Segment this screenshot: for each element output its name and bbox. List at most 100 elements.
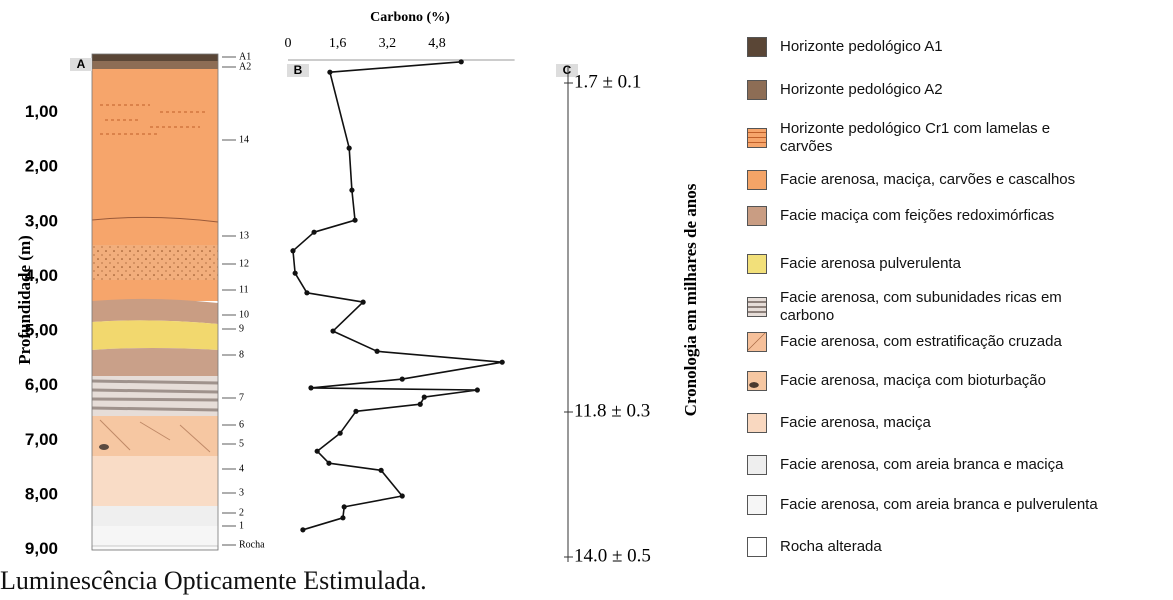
sample-label: 5 [239, 438, 244, 449]
sample-label: 2 [239, 507, 244, 518]
carbon-point [422, 395, 427, 400]
carbon-point [374, 349, 379, 354]
x-tick-label: 4,8 [428, 36, 446, 51]
depth-tick-label: 4,00 [25, 266, 58, 285]
carbon-point [418, 402, 423, 407]
carbon-point [459, 59, 464, 64]
legend-swatch [747, 332, 767, 352]
sample-label: 1 [239, 520, 244, 531]
legend-label: Horizonte pedológico A2 [780, 81, 943, 99]
sample-label: 7 [239, 392, 244, 403]
legend-label: Facie arenosa, maciça com bioturbação [780, 372, 1046, 390]
panel-label: B [294, 63, 303, 77]
carbon-point [342, 504, 347, 509]
legend-swatch [747, 37, 767, 57]
depth-tick-label: 3,00 [25, 211, 58, 230]
sample-label: 11 [239, 284, 249, 295]
carbon-point [349, 188, 354, 193]
x-tick-label: 0 [285, 36, 292, 51]
legend-label: Horizonte pedológico Cr1 com lamelas e c… [780, 120, 1087, 156]
x-tick-label: 1,6 [329, 36, 347, 51]
legend-item: Horizonte pedológico Cr1 com lamelas e c… [747, 120, 1087, 156]
legend-swatch [747, 413, 767, 433]
depth-tick-label: 7,00 [25, 430, 58, 449]
carbon-point [330, 328, 335, 333]
sample-label: 4 [239, 463, 244, 474]
legend-item: Facie arenosa, com subunidades ricas em … [747, 289, 1087, 325]
sample-label: 3 [239, 487, 244, 498]
panel-label: C [563, 63, 572, 77]
sample-label: Rocha [239, 539, 265, 550]
legend-swatch [747, 206, 767, 226]
age-label: 14.0 ± 0.5 [574, 545, 651, 562]
depth-tick-label: 2,00 [25, 157, 58, 176]
legend-label: Facie arenosa, com areia branca e maciça [780, 456, 1063, 474]
age-label: 11.8 ± 0.3 [574, 400, 650, 421]
carbon-point [379, 468, 384, 473]
legend-label: Facie arenosa, maciça [780, 414, 931, 432]
sample-label: 12 [239, 258, 249, 269]
legend-swatch [747, 80, 767, 100]
carbon-line [293, 62, 502, 530]
legend-item: Facie arenosa pulverulenta [747, 254, 1142, 274]
y-axis-label: Profundidade (m) [15, 235, 34, 365]
legend-label: Facie arenosa, com estratificação cruzad… [780, 333, 1062, 351]
age-label: 1.7 ± 0.1 [574, 71, 641, 92]
carbon-point [361, 300, 366, 305]
legend-label: Facie maciça com feições redoximórficas [780, 207, 1054, 225]
legend-item: Facie arenosa, maciça, carvões e cascalh… [747, 170, 1142, 190]
legend-label: Facie arenosa, com subunidades ricas em … [780, 289, 1087, 325]
sample-label: A2 [239, 61, 251, 72]
carbon-point [311, 230, 316, 235]
stratigraphic-column [92, 54, 218, 550]
legend-item: Facie arenosa, com estratificação cruzad… [747, 332, 1142, 352]
sample-label: 13 [239, 230, 249, 241]
depth-tick-label: 1,00 [25, 102, 58, 121]
legend-item: Horizonte pedológico A1 [747, 37, 1142, 57]
carbon-point [300, 527, 305, 532]
legend: Horizonte pedológico A1 Horizonte pedológ… [747, 0, 1173, 560]
legend-swatch [747, 495, 767, 515]
carbon-point [400, 493, 405, 498]
legend-label: Horizonte pedológico A1 [780, 38, 943, 56]
carbon-title: Carbono (%) [370, 10, 450, 25]
legend-swatch [747, 537, 767, 557]
sample-label: 6 [239, 419, 244, 430]
legend-item: Facie arenosa, com areia branca e maciça [747, 455, 1142, 475]
chronology-title: Cronologia em milhares de anos [681, 183, 700, 416]
legend-swatch [747, 455, 767, 475]
sample-label: 10 [239, 309, 249, 320]
panel-label: A [77, 57, 86, 71]
legend-item: Facie arenosa, maciça [747, 413, 1142, 433]
caption: Luminescência Opticamente Estimulada. [0, 566, 427, 596]
carbon-point [347, 146, 352, 151]
legend-item: Facie maciça com feições redoximórficas [747, 206, 1142, 226]
depth-tick-label: 8,00 [25, 484, 58, 503]
carbon-point [293, 271, 298, 276]
figure: A Profundidade (m) B Carbono (%) C Crono… [0, 0, 1173, 600]
legend-label: Facie arenosa pulverulenta [780, 255, 961, 273]
carbon-point [353, 409, 358, 414]
depth-tick-label: 9,00 [25, 539, 58, 558]
legend-swatch [747, 297, 767, 317]
legend-item: Horizonte pedológico A2 [747, 80, 1142, 100]
carbon-point [340, 515, 345, 520]
sample-label: 8 [239, 349, 244, 360]
legend-swatch [747, 371, 767, 391]
sample-label: 14 [239, 134, 249, 145]
sample-label: 9 [239, 323, 244, 334]
carbon-point [326, 461, 331, 466]
depth-tick-label: 5,00 [25, 321, 58, 340]
legend-label: Facie arenosa, maciça, carvões e cascalh… [780, 171, 1075, 189]
legend-item: Facie arenosa, com areia branca e pulver… [747, 495, 1147, 515]
carbon-point [308, 385, 313, 390]
carbon-point [500, 360, 505, 365]
legend-item: Rocha alterada [747, 537, 1142, 557]
carbon-point [315, 449, 320, 454]
legend-swatch [747, 254, 767, 274]
legend-swatch [747, 128, 767, 148]
carbon-point [304, 290, 309, 295]
carbon-point [338, 431, 343, 436]
carbon-point [475, 387, 480, 392]
legend-label: Rocha alterada [780, 538, 882, 556]
